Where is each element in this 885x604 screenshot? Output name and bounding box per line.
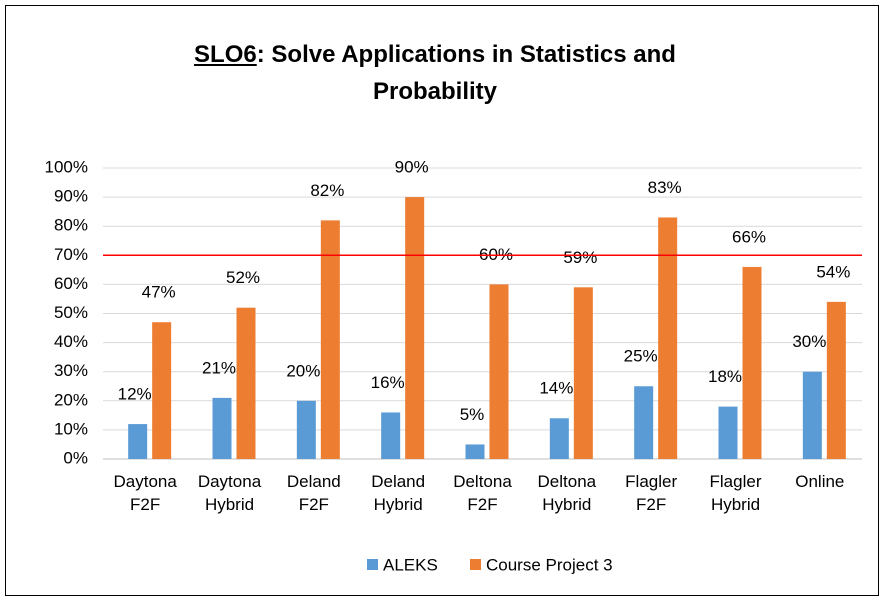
title-text: : Solve Applications in Statistics and P… — [256, 41, 676, 105]
bar — [128, 424, 148, 459]
y-tick-label: 90% — [54, 187, 88, 206]
legend-swatch — [367, 559, 378, 570]
legend-swatch — [470, 559, 481, 570]
x-tick-label: Deland F2F — [286, 472, 341, 514]
bar — [320, 220, 340, 459]
y-tick-label: 50% — [54, 303, 88, 322]
y-tick-label: 20% — [54, 390, 88, 409]
x-tick-label: Daytona F2F — [113, 472, 177, 514]
x-tick-label: Daytona Hybrid — [197, 472, 262, 514]
data-label: 14% — [539, 379, 573, 398]
x-tick-label: Flagler Hybrid — [709, 472, 762, 514]
bar — [658, 217, 678, 459]
data-label: 18% — [708, 367, 742, 386]
bar — [718, 406, 738, 459]
data-label: 83% — [648, 178, 682, 197]
x-tick-label: Deltona Hybrid — [537, 472, 597, 514]
data-label: 54% — [816, 262, 850, 281]
y-tick-label: 60% — [54, 274, 88, 293]
data-label: 47% — [142, 283, 176, 302]
data-label: 16% — [371, 373, 405, 392]
legend-label: ALEKS — [383, 555, 438, 574]
y-tick-label: 40% — [54, 332, 88, 351]
bar — [236, 307, 256, 459]
bar — [489, 284, 509, 459]
y-tick-label: 0% — [63, 448, 88, 467]
y-tick-label: 80% — [54, 216, 88, 235]
data-label: 90% — [395, 158, 429, 177]
y-tick-label: 10% — [54, 419, 88, 438]
bar — [152, 322, 172, 459]
data-label: 21% — [202, 358, 236, 377]
data-label: 60% — [479, 245, 513, 264]
x-tick-label: Deland Hybrid — [371, 472, 426, 514]
data-label: 52% — [226, 268, 260, 287]
bar — [742, 266, 762, 459]
data-label: 25% — [624, 347, 658, 366]
x-tick-label: Flagler F2F — [625, 472, 678, 514]
data-label: 12% — [118, 385, 152, 404]
bar — [573, 287, 593, 459]
data-label: 59% — [563, 248, 597, 267]
data-label: 82% — [310, 181, 344, 200]
chart-title: SLO6: Solve Applications in Statistics a… — [140, 36, 730, 110]
data-label: 5% — [460, 405, 485, 424]
bar — [296, 400, 316, 459]
y-tick-label: 30% — [54, 361, 88, 380]
bar — [826, 301, 846, 459]
bar — [381, 412, 401, 459]
x-tick-label: Deltona F2F — [453, 472, 512, 514]
legend-label: Course Project 3 — [486, 555, 613, 574]
data-label: 20% — [286, 361, 320, 380]
bar — [634, 386, 654, 459]
y-tick-label: 100% — [45, 157, 88, 176]
title-underlined: SLO6 — [194, 41, 257, 68]
chart-border — [5, 5, 879, 596]
x-tick-label: Online — [795, 472, 845, 491]
bar — [802, 371, 822, 459]
bar — [549, 418, 569, 459]
data-label: 30% — [792, 332, 826, 351]
data-label: 66% — [732, 227, 766, 246]
y-tick-label: 70% — [54, 245, 88, 264]
bar — [212, 397, 232, 459]
bar — [405, 197, 425, 459]
bar — [465, 444, 485, 459]
